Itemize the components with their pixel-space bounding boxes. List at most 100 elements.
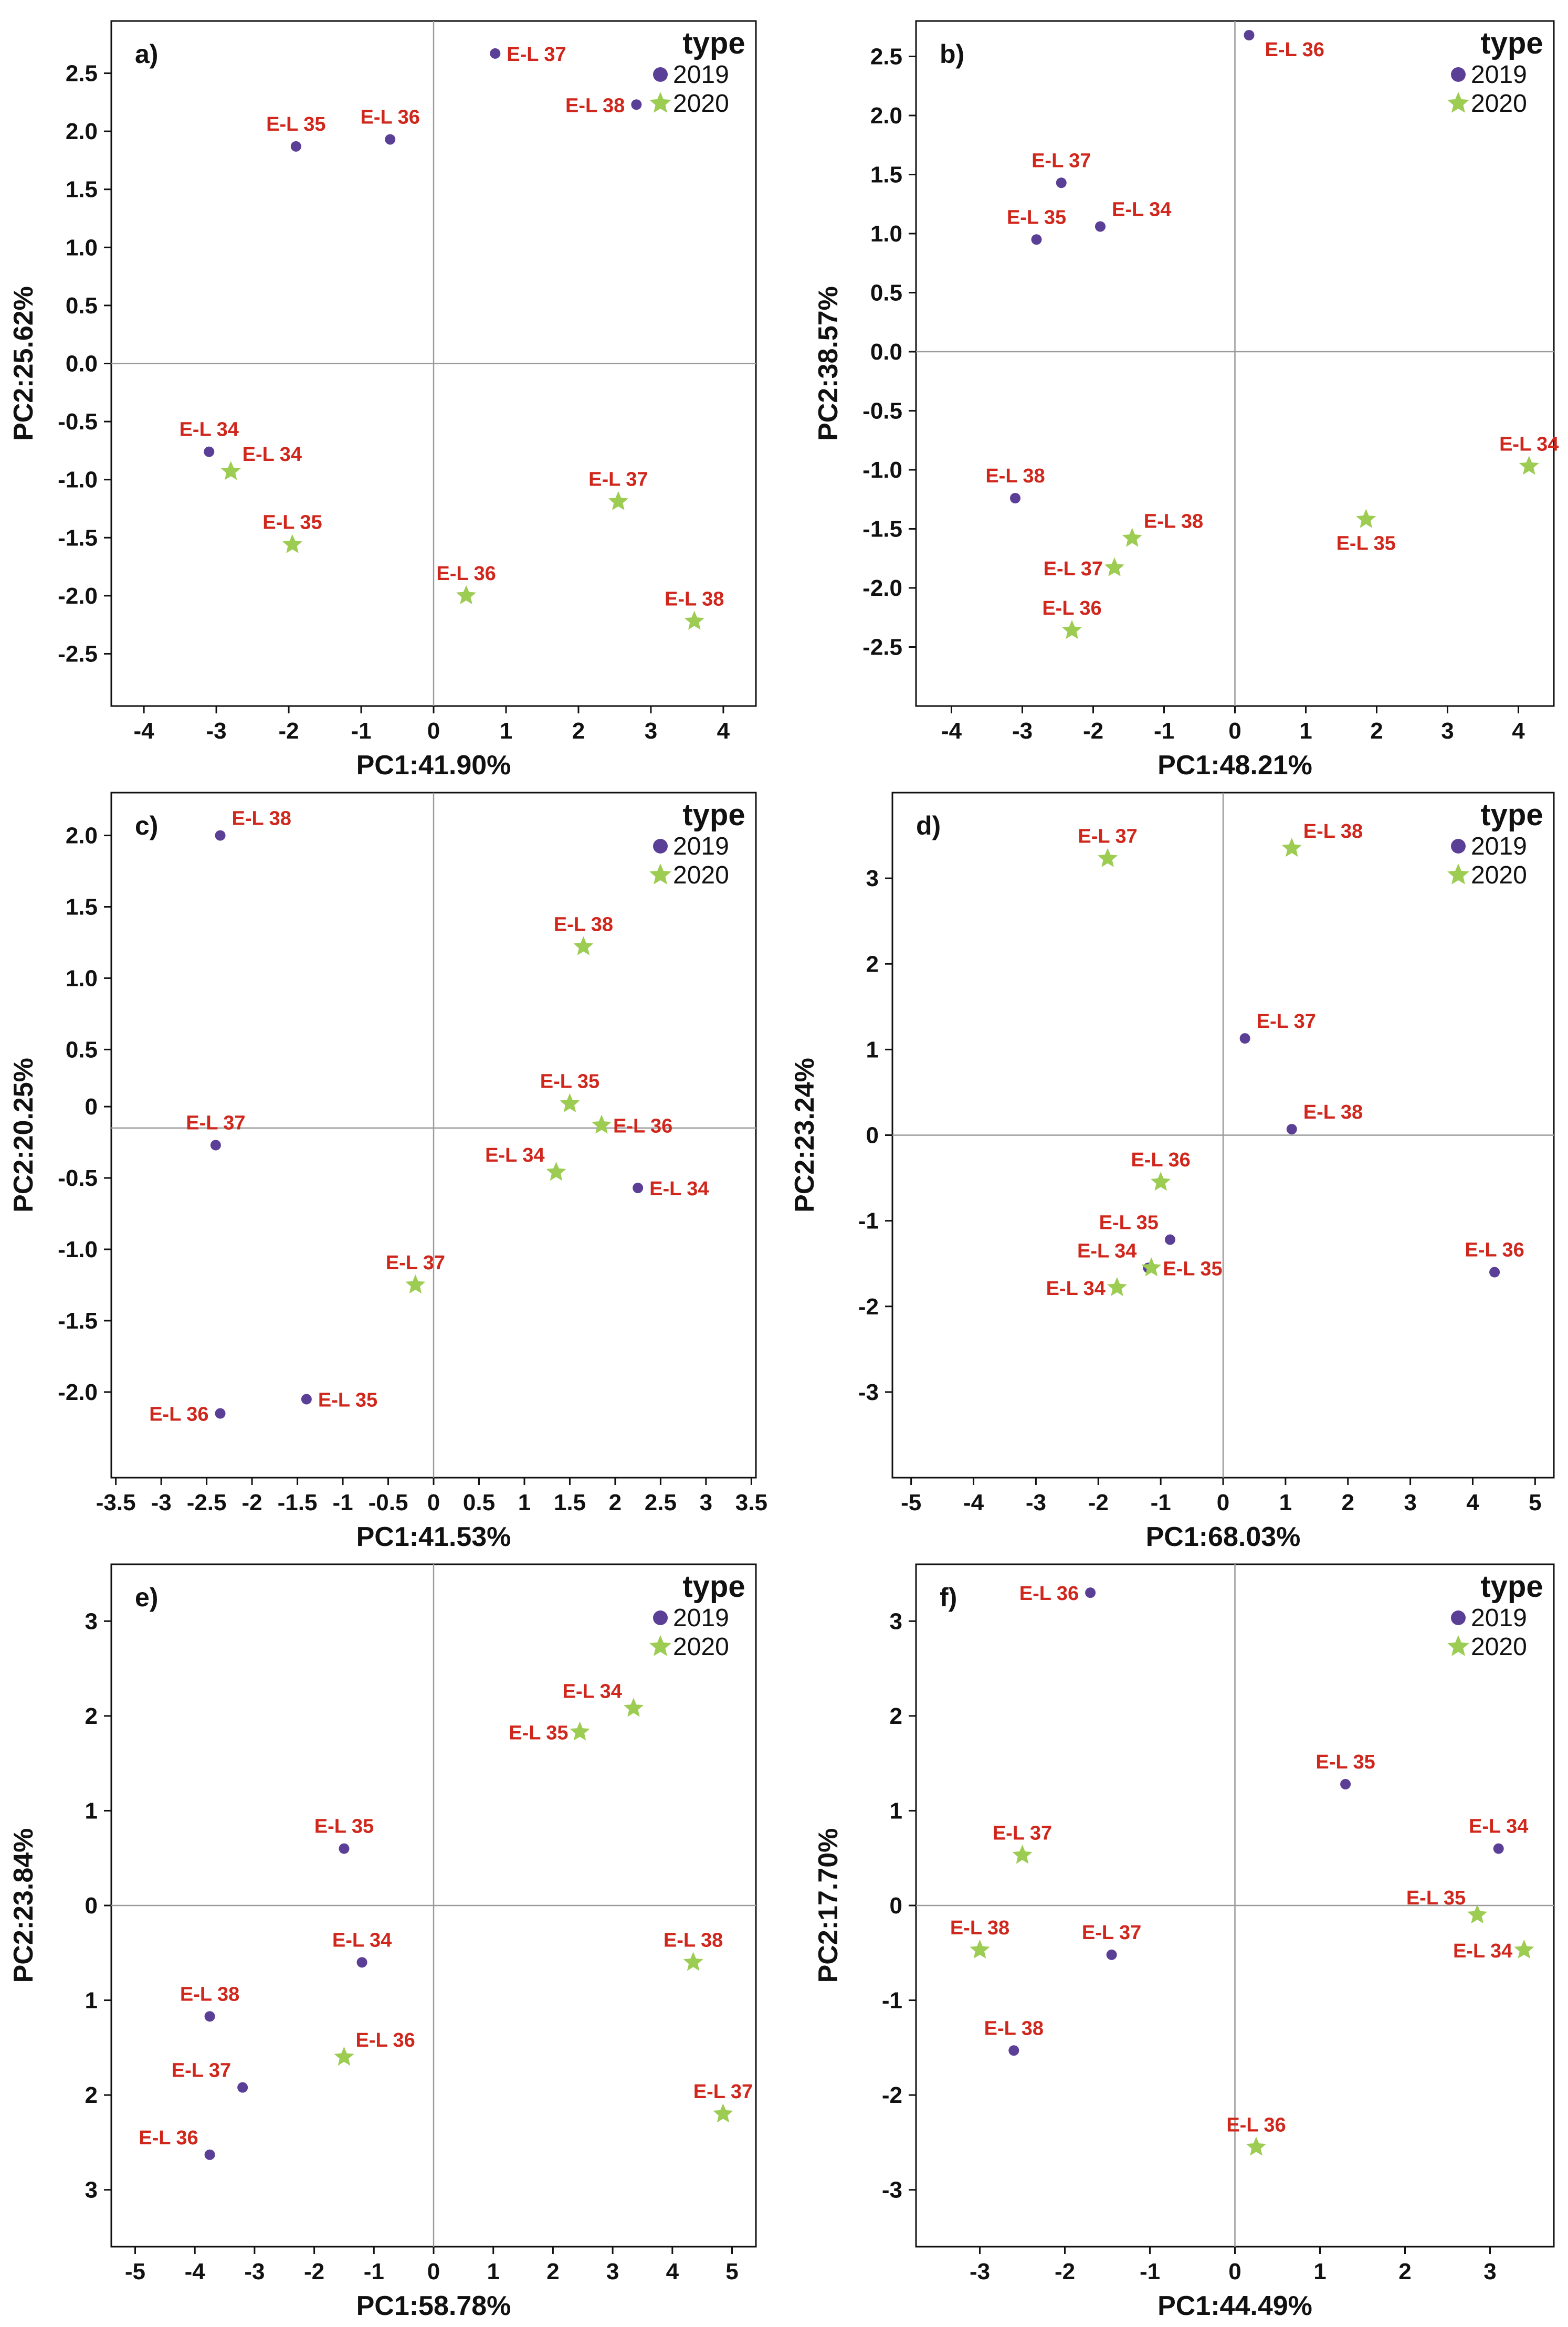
y-tick-label: 2.0 xyxy=(66,823,98,849)
y-tick-label: -2 xyxy=(858,1294,879,1320)
point-2019 xyxy=(204,2149,215,2160)
point-2020 xyxy=(220,461,241,480)
point-label: E-L 35 xyxy=(314,1816,374,1838)
x-tick-label: 2.5 xyxy=(645,1490,677,1515)
x-tick-label: -1 xyxy=(1140,2259,1160,2284)
y-tick-label: 1.5 xyxy=(66,894,98,920)
y-tick-label: -3 xyxy=(858,1380,879,1405)
x-tick-label: 2 xyxy=(1341,1490,1354,1515)
panel-label: f) xyxy=(940,1583,957,1612)
y-tick-label: -0.5 xyxy=(58,409,98,435)
x-tick-label: 0 xyxy=(1217,1490,1229,1515)
y-tick-label: 0 xyxy=(890,1893,902,1919)
y-tick-label: -2 xyxy=(882,2082,902,2108)
point-2020 xyxy=(1514,1939,1534,1959)
point-label: E-L 36 xyxy=(355,2029,415,2051)
point-label: E-L 34 xyxy=(1499,433,1559,455)
point-label: E-L 37 xyxy=(507,44,566,66)
y-tick-label: 1 xyxy=(85,1988,98,2014)
x-tick-label: 1 xyxy=(1299,718,1312,744)
y-tick-label: 3 xyxy=(85,2177,98,2203)
point-label: E-L 37 xyxy=(1032,150,1091,172)
point-2019 xyxy=(290,141,301,152)
point-2020 xyxy=(1246,2136,1266,2156)
y-tick-label: 2.5 xyxy=(870,44,902,70)
point-label: E-L 34 xyxy=(180,419,239,441)
point-2020 xyxy=(1519,456,1539,475)
point-2020 xyxy=(570,1721,590,1741)
point-2019 xyxy=(210,1140,221,1151)
legend-title: type xyxy=(682,26,745,60)
x-tick-label: -1 xyxy=(1154,718,1174,744)
panel-label: e) xyxy=(135,1583,158,1612)
y-axis-title: PC2:25.62% xyxy=(8,286,39,441)
point-label: E-L 38 xyxy=(180,1983,239,2005)
point-2019 xyxy=(237,2082,248,2093)
point-label: E-L 34 xyxy=(1453,1940,1512,1962)
point-2020 xyxy=(713,2103,733,2123)
y-tick-label: -1.0 xyxy=(58,467,98,493)
legend-entry-2020: 2020 xyxy=(1471,861,1527,889)
point-label: E-L 38 xyxy=(232,808,291,830)
scatter-panel-4: -5 -4 -3 -2 -1 0 1 2 3 4 5 3 2 1 0 -1 -2 -3 PC1:68.03% PC2:… xyxy=(790,792,1555,1552)
x-tick-label: -1 xyxy=(364,2259,384,2284)
point-2020 xyxy=(1107,1277,1127,1296)
y-tick-label: 2.5 xyxy=(66,61,98,87)
point-2019 xyxy=(1106,1949,1117,1960)
scatter-panel-2: -4 -3 -2 -1 0 1 2 3 4 2.5 2.0 1.5 1.0 0.5 0.0 -0.5 -1.0 -… xyxy=(813,20,1559,781)
point-2019 xyxy=(204,2011,215,2022)
legend-marker-circle xyxy=(653,1610,668,1625)
point-2020 xyxy=(684,610,704,630)
y-tick-label: 0.5 xyxy=(870,280,902,306)
point-2020 xyxy=(334,2046,354,2066)
legend-marker-star xyxy=(1447,864,1469,885)
point-label: E-L 34 xyxy=(1046,1278,1106,1300)
y-axis-title: PC2:17.70% xyxy=(813,1828,844,1983)
point-2019 xyxy=(1008,2045,1019,2056)
x-tick-label: 5 xyxy=(1529,1490,1541,1515)
point-label: E-L 35 xyxy=(1406,1887,1466,1909)
legend-marker-star xyxy=(649,92,671,113)
x-tick-label: 3 xyxy=(1404,1490,1416,1515)
y-tick-label: 1.0 xyxy=(870,221,902,247)
y-tick-label: 2 xyxy=(890,1703,902,1729)
point-2020 xyxy=(456,585,477,605)
y-tick-label: 1.5 xyxy=(66,177,98,203)
x-tick-label: -3 xyxy=(151,1490,172,1515)
y-tick-label: -3 xyxy=(882,2177,902,2203)
point-label: E-L 37 xyxy=(1044,558,1103,580)
legend-entry-2020: 2020 xyxy=(673,1633,729,1661)
point-2020 xyxy=(1467,1904,1488,1924)
x-tick-label: -2 xyxy=(1083,718,1103,744)
point-label: E-L 35 xyxy=(1316,1751,1375,1773)
x-axis-title: PC1:41.53% xyxy=(356,1522,511,1552)
legend-title: type xyxy=(1480,26,1543,60)
point-2019 xyxy=(633,1183,644,1194)
y-tick-label: 1 xyxy=(890,1798,902,1824)
legend-entry-2019: 2019 xyxy=(673,833,729,860)
x-tick-label: -1 xyxy=(332,1490,353,1515)
x-tick-label: 0 xyxy=(1228,2259,1241,2284)
legend-marker-circle xyxy=(1451,67,1466,82)
point-label: E-L 37 xyxy=(186,1112,245,1134)
point-2019 xyxy=(339,1843,350,1854)
y-tick-label: -1.5 xyxy=(862,517,902,542)
x-tick-label: 0 xyxy=(427,1490,440,1515)
point-2019 xyxy=(490,48,501,59)
point-label: E-L 34 xyxy=(1112,199,1171,221)
point-2019 xyxy=(1031,234,1042,245)
x-tick-label: 2 xyxy=(546,2259,559,2284)
x-tick-label: -5 xyxy=(901,1490,921,1515)
point-2019 xyxy=(1286,1124,1297,1135)
point-2020 xyxy=(573,936,594,955)
point-label: E-L 36 xyxy=(1465,1239,1524,1261)
point-2019 xyxy=(215,830,226,841)
point-2019 xyxy=(385,134,396,145)
y-tick-label: 2.0 xyxy=(66,119,98,144)
point-label: E-L 38 xyxy=(664,1929,723,1951)
x-tick-label: -2 xyxy=(304,2259,324,2284)
legend-entry-2019: 2019 xyxy=(1471,833,1527,860)
point-label: E-L 36 xyxy=(613,1115,672,1137)
